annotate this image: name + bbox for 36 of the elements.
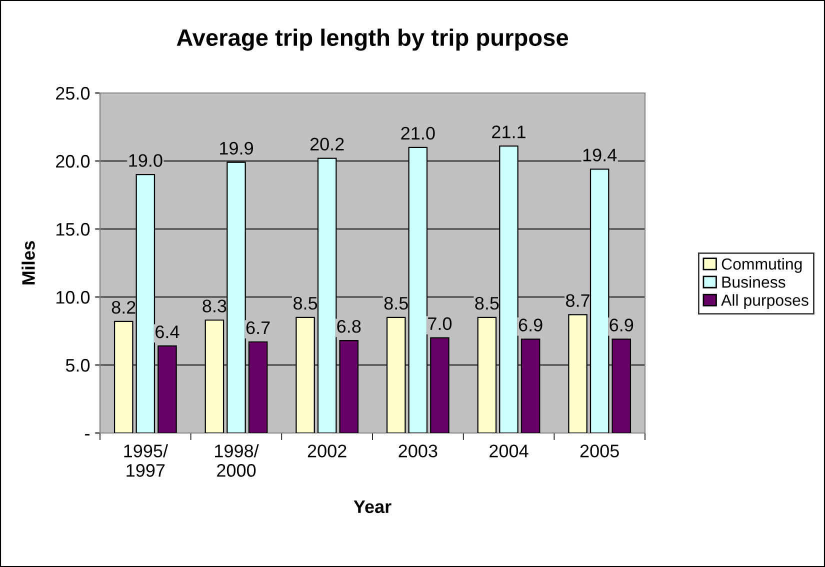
data-label: 7.0 (428, 317, 452, 330)
data-label: 6.8 (337, 320, 361, 333)
y-axis-title: Miles (22, 241, 35, 284)
data-label: 6.7 (246, 321, 270, 334)
data-label: 6.9 (518, 318, 542, 332)
x-axis-title: Year (354, 500, 392, 514)
x-tick-label: 2005 (580, 444, 619, 458)
data-label: 6.4 (156, 325, 180, 338)
data-label: 6.9 (610, 318, 634, 332)
x-tick-label: 2002 (308, 444, 346, 458)
y-tick-label: 25.0 (56, 86, 90, 100)
legend-label: Business (722, 276, 786, 288)
legend-label: All purposes (721, 294, 808, 310)
data-label: 8.3 (202, 300, 226, 312)
x-tick-label: 2003 (398, 444, 438, 458)
y-tick-label: 10.0 (56, 290, 90, 304)
x-tick-label: 2004 (490, 444, 528, 458)
data-label: 8.5 (384, 296, 408, 310)
data-label: 19.0 (129, 154, 162, 167)
data-label: 8.5 (475, 296, 499, 310)
data-label: 8.7 (566, 294, 590, 307)
chart-title: Average trip length by trip purpose (176, 28, 568, 51)
x-tick-label: 1998/ 2000 (215, 444, 259, 477)
data-label: 19.4 (583, 148, 617, 162)
x-tick-label: 1995/ 1997 (124, 444, 168, 477)
data-label: 20.2 (310, 138, 344, 151)
data-label: 8.2 (112, 300, 136, 314)
y-tick-label: 20.0 (56, 154, 90, 168)
y-tick-label: 15.0 (56, 222, 90, 236)
data-label: 8.5 (294, 296, 318, 310)
y-tick-label: - (85, 434, 90, 436)
data-label: 19.9 (220, 142, 253, 155)
legend-label: Commuting (722, 258, 802, 273)
y-tick-label: 5.0 (66, 358, 90, 372)
data-label: 21.0 (401, 126, 435, 140)
data-label: 21.1 (492, 126, 526, 138)
